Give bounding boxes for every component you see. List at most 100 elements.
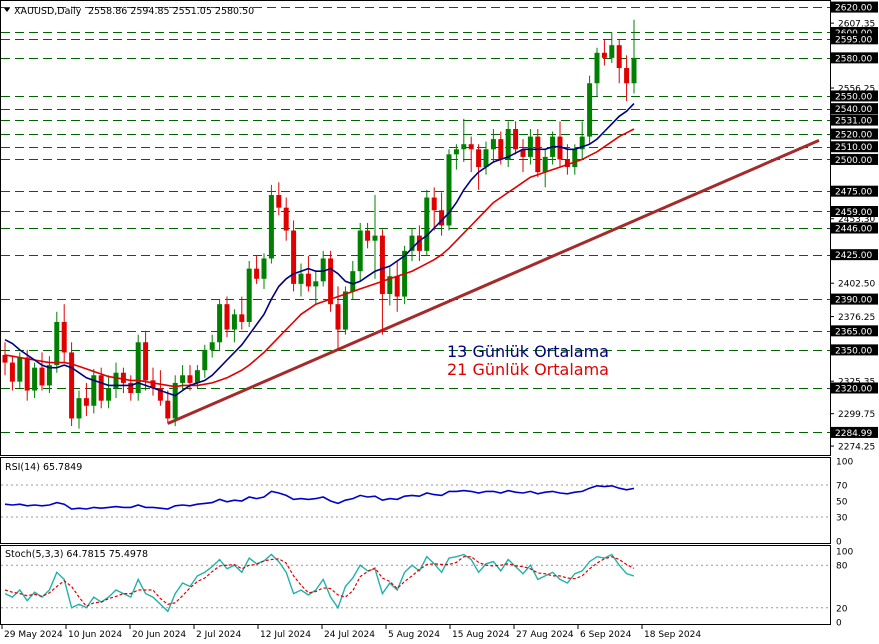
level-labels: 2620.002600.002595.002580.002550.002540.… (831, 1, 878, 439)
candle-body (39, 367, 45, 386)
candle (209, 334, 215, 358)
time-tick-label: 2 Jul 2024 (196, 630, 241, 640)
stoch-plot: 100 80 20 0 (1, 548, 853, 629)
candle-body (535, 136, 541, 173)
candle (246, 261, 252, 328)
candle-body (328, 258, 334, 305)
level-label-box (831, 153, 878, 165)
candle-body (431, 197, 437, 211)
price-tick-label: 2402.50 (838, 280, 875, 290)
trendline (167, 139, 820, 425)
candle (631, 19, 637, 94)
candle-body (261, 258, 267, 279)
candle (106, 375, 112, 409)
candle-body (2, 354, 8, 363)
candle (609, 32, 615, 63)
time-tick-label: 27 Aug 2024 (516, 630, 574, 640)
candle (69, 342, 75, 427)
candle-body (157, 387, 163, 401)
candle-body (483, 149, 489, 168)
ma21-annotation: 21 Günlük Ortalama (447, 360, 609, 379)
candle (453, 144, 459, 170)
level-label-box (831, 382, 878, 394)
price-tick-label: 2607.35 (838, 20, 875, 30)
candle-body (505, 128, 511, 160)
time-tick-label: 15 Aug 2024 (452, 630, 510, 640)
candle-body (69, 352, 75, 419)
candle (32, 362, 38, 399)
candle-body (135, 342, 141, 394)
candle-body (490, 139, 496, 150)
candle-body (46, 365, 52, 386)
level-label-box (831, 293, 878, 305)
candle-body (202, 349, 208, 371)
time-tick-label: 5 Aug 2024 (388, 630, 440, 640)
level-label-box (831, 114, 878, 126)
candle (527, 128, 533, 165)
candle (39, 352, 45, 391)
symbol-label: XAUUSD,Daily (14, 6, 82, 17)
price-tick-label: 2299.75 (838, 410, 875, 420)
level-label: 2475.00 (835, 188, 872, 198)
candle (313, 271, 319, 305)
candle-body (246, 268, 252, 322)
candle-body (165, 400, 171, 419)
horizontal-levels (1, 7, 830, 433)
candle-body (616, 45, 622, 69)
candle-body (172, 382, 178, 419)
level-label-box (831, 344, 878, 356)
candle-body (564, 159, 570, 168)
candle (239, 296, 245, 330)
candle-body (416, 235, 422, 251)
time-axis: 29 May 2024 10 Jun 2024 20 Jun 2024 2 Jul 2… (1, 625, 701, 640)
level-label-box (831, 185, 878, 197)
candle (305, 255, 311, 292)
price-tick-label: 2274.25 (838, 443, 875, 453)
level-label: 2390.00 (835, 296, 872, 306)
level-label: 2620.00 (835, 4, 872, 14)
candle-body (17, 357, 23, 382)
time-tick-label: 24 Jul 2024 (324, 630, 375, 640)
candle-body (609, 45, 615, 58)
rsi-level-label: 30 (836, 514, 848, 524)
stoch-d-line (4, 556, 635, 608)
candle (424, 189, 430, 256)
candle (165, 390, 171, 424)
candle-body (268, 194, 274, 259)
candle (416, 225, 422, 262)
candle-body (32, 367, 38, 391)
candle (9, 356, 15, 391)
candle-body (320, 258, 326, 282)
candle (91, 368, 97, 414)
candle-body (357, 230, 363, 272)
ma13-line (4, 103, 635, 397)
candle (268, 184, 274, 264)
candle-body (342, 291, 348, 330)
candle (143, 330, 149, 391)
candle (224, 296, 230, 338)
candle (261, 253, 267, 289)
price-tick-label: 2556.25 (838, 85, 875, 95)
time-tick-label: 18 Sep 2024 (644, 630, 701, 640)
level-label: 2425.00 (835, 251, 872, 261)
candle (439, 192, 445, 236)
time-tick-label: 10 Jun 2024 (68, 630, 122, 640)
candle-body (542, 156, 548, 173)
price-tick-label: 2453.30 (838, 215, 875, 225)
level-label: 2365.00 (835, 327, 872, 337)
collapse-arrow-icon[interactable] (4, 8, 10, 12)
candle-body (424, 197, 430, 251)
candle (2, 342, 8, 376)
candle-body (379, 235, 385, 295)
candle-body (305, 273, 311, 287)
candle (202, 344, 208, 378)
candle (350, 261, 356, 300)
candle (601, 40, 607, 66)
stoch-panel-frame (0, 545, 831, 625)
rsi-panel-frame (0, 457, 831, 544)
candle-body (394, 276, 400, 297)
candle (535, 128, 541, 178)
candle-body (350, 271, 356, 292)
time-tick-label: 29 May 2024 (4, 630, 63, 640)
